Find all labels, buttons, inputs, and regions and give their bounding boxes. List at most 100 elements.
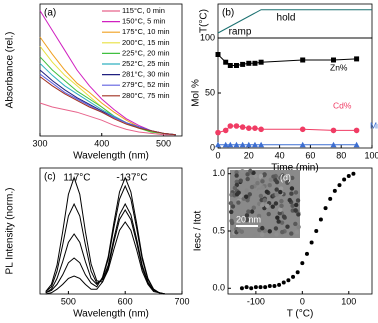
inset-speck [228, 200, 234, 206]
series-line [39, 76, 176, 136]
inset-speck [278, 189, 283, 195]
x-tick-label: 60 [305, 150, 315, 160]
inset-speck [265, 203, 270, 209]
y-tick-label: 50 [205, 87, 215, 97]
marker [246, 60, 252, 66]
point [304, 251, 309, 256]
marker [215, 52, 221, 57]
legend-label: 115°C, 0 min [122, 6, 165, 15]
series-line [39, 56, 176, 136]
legend-label: 225°C, 20 min [122, 48, 170, 57]
x-tick-label: 80 [336, 150, 346, 160]
marker [251, 141, 258, 148]
inset-speck [236, 200, 241, 205]
inset-speck [268, 177, 274, 182]
inset-speck [238, 178, 243, 183]
x-tick-label: 300 [32, 138, 47, 148]
point [342, 177, 347, 182]
inset-speck [273, 226, 279, 231]
point [286, 278, 291, 283]
y-tick-label: 0 [210, 142, 215, 152]
inset-speck [260, 202, 265, 208]
inset-speck [289, 191, 294, 196]
marker [245, 141, 252, 148]
point [244, 285, 249, 290]
inset-speck [276, 219, 281, 224]
point [346, 174, 351, 179]
inset-speck [244, 213, 250, 218]
inset-speck [260, 225, 265, 231]
panel-label: (d) [280, 172, 291, 182]
legend-label: 252°C, 25 min [122, 59, 170, 68]
series-line [45, 176, 182, 295]
inset-speck [255, 180, 260, 186]
y-tick-label: 0.0 [212, 283, 225, 293]
marker [258, 141, 265, 148]
inset-speck [259, 232, 265, 238]
inset-speck [290, 175, 295, 181]
marker [330, 141, 337, 148]
inset-speck [266, 211, 271, 217]
inset-speck [237, 216, 242, 222]
x-axis-label: Wavelength (nm) [73, 151, 149, 162]
inset-speck [244, 188, 249, 193]
inset-speck [247, 192, 252, 197]
plot-frame [217, 37, 373, 149]
point [291, 274, 296, 279]
inset-speck [244, 217, 250, 223]
point [309, 240, 314, 245]
legend-label: 281°C, 30 min [122, 70, 170, 79]
inset-speck [234, 179, 239, 184]
inset-speck [267, 229, 272, 234]
inset-speck [278, 207, 283, 213]
point [272, 283, 277, 288]
inset-speck [270, 204, 275, 209]
point [281, 280, 286, 285]
marker [240, 61, 246, 67]
point [323, 206, 328, 211]
x-tick-label: 500 [156, 138, 171, 148]
inset-speck [251, 205, 257, 210]
inset-speck [252, 233, 257, 238]
inset-speck [294, 229, 300, 235]
inset-speck [234, 170, 239, 175]
legend-label: 280°C, 75 min [122, 91, 170, 100]
inset-speck [264, 189, 270, 194]
point [318, 217, 323, 222]
point [332, 188, 337, 193]
inset-speck [289, 186, 295, 191]
inset-speck [277, 210, 282, 216]
inset-speck [285, 180, 290, 185]
inset-speck [295, 198, 301, 203]
inset-speck [245, 172, 250, 177]
series-line [45, 176, 182, 295]
point [328, 196, 333, 201]
inset-speck [243, 194, 249, 199]
inset-speck [279, 203, 284, 209]
x-tick-label: 500 [61, 296, 76, 306]
point [263, 285, 268, 290]
y-axis-label: T(°C) [199, 9, 210, 33]
legend-label: 175°C, 10 min [122, 27, 170, 36]
panel-label: (a) [44, 8, 56, 19]
panel-label: (c) [44, 172, 56, 183]
x-tick-label: 0 [300, 296, 305, 306]
inset-speck [296, 224, 301, 230]
y-tick-label: 0.5 [212, 225, 225, 235]
marker [233, 123, 240, 129]
marker [233, 63, 239, 68]
inset-speck [249, 184, 255, 190]
plot-frame [39, 167, 183, 295]
x-tick-label: -100 [247, 296, 265, 306]
x-axis-label: Wavelength (nm) [73, 309, 149, 320]
point [253, 285, 258, 290]
inset-speck [281, 214, 287, 219]
inset-speck [293, 221, 298, 227]
series-line [217, 9, 372, 34]
marker [227, 141, 234, 148]
inset-speck [271, 174, 276, 179]
marker [331, 57, 336, 63]
inset-speck [236, 190, 241, 195]
x-tick-label: 600 [118, 296, 133, 306]
